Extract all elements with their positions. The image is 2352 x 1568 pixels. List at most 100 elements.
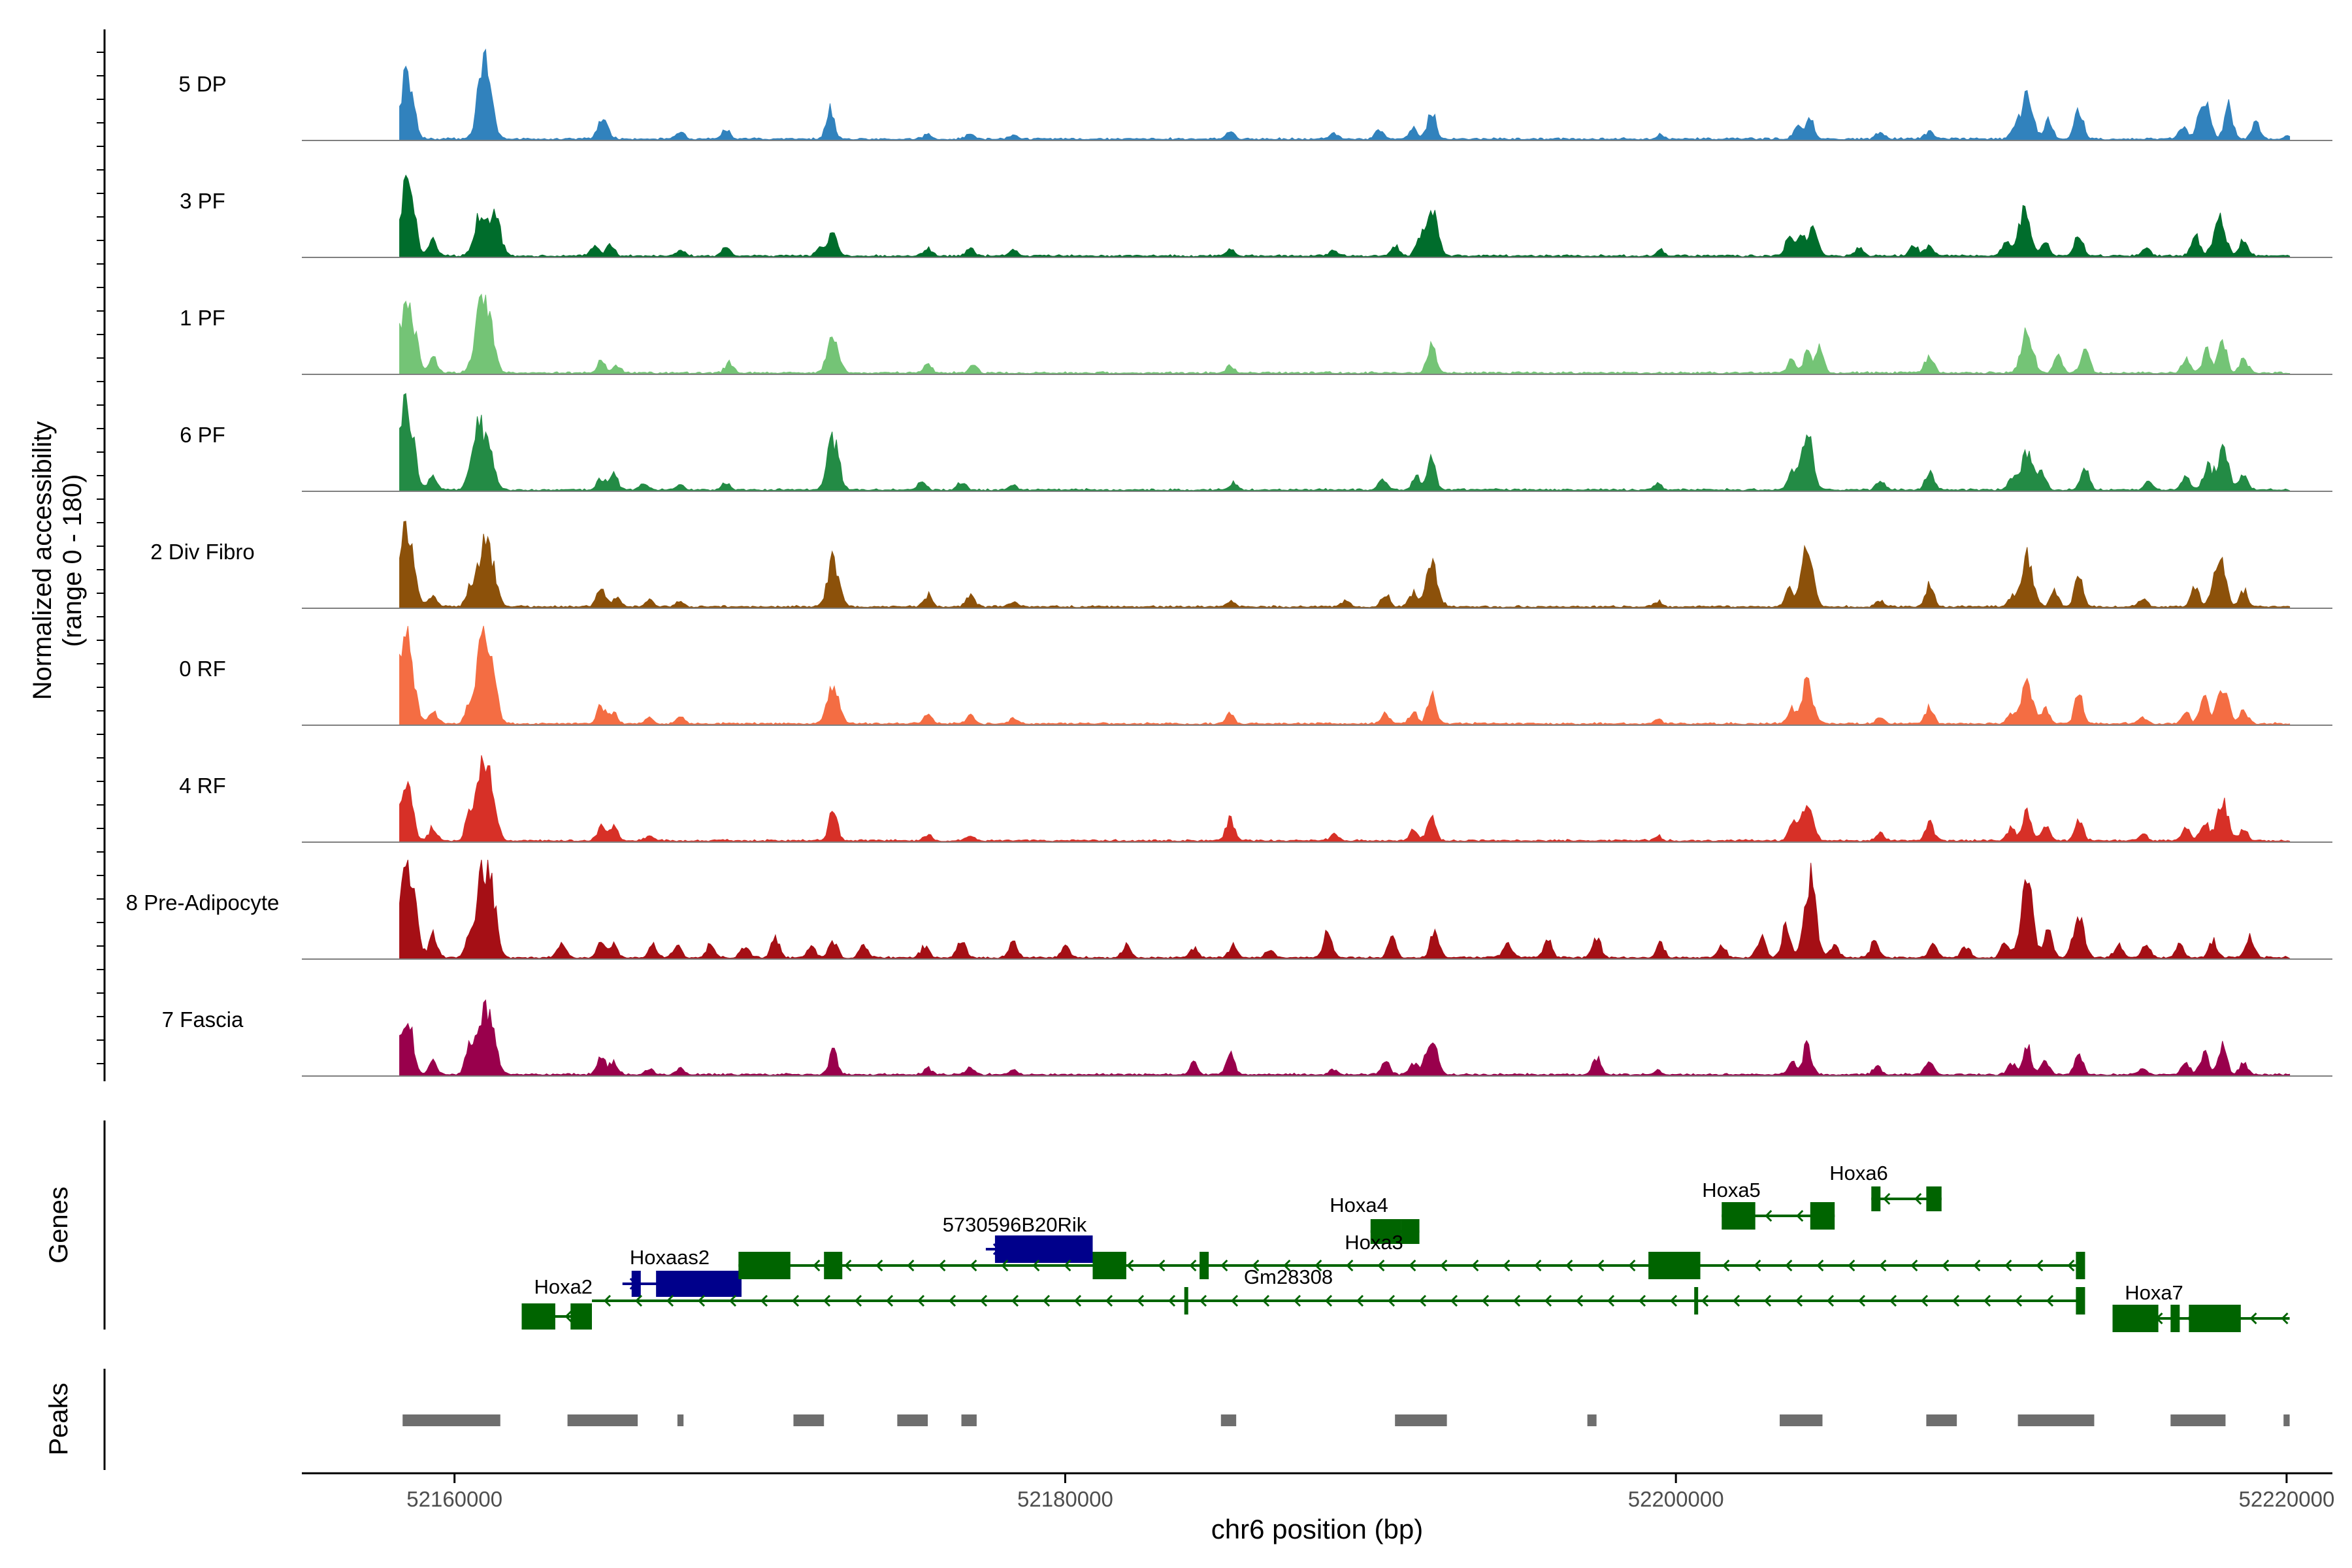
coverage-area bbox=[399, 174, 2291, 258]
strand-arrow bbox=[938, 1259, 946, 1272]
peak-region bbox=[2017, 1414, 2095, 1426]
strand-arrow bbox=[1575, 1294, 1584, 1307]
strand-arrow bbox=[970, 1259, 977, 1272]
strand-arrow bbox=[1387, 1294, 1396, 1307]
strand-arrow bbox=[1136, 1294, 1145, 1307]
strand-arrow bbox=[1220, 1259, 1228, 1272]
strand-arrow bbox=[1262, 1294, 1270, 1307]
strand-arrow bbox=[1032, 1259, 1040, 1272]
strand-arrow bbox=[1011, 1294, 1019, 1307]
strand-arrow bbox=[1168, 1294, 1176, 1307]
y-axis-label-line2: (range 0 - 180) bbox=[58, 474, 87, 647]
peaks-axis-label: Peaks bbox=[44, 1382, 73, 1455]
gene-exon bbox=[1722, 1202, 1756, 1230]
strand-arrow bbox=[1754, 1259, 1761, 1272]
strand-arrow bbox=[1973, 1259, 1981, 1272]
gene-label: Hoxa3 bbox=[1345, 1231, 1403, 1254]
coverage-area bbox=[399, 625, 2291, 726]
strand-arrow bbox=[1230, 1294, 1239, 1307]
gene-exon bbox=[1200, 1252, 1209, 1279]
coverage-area bbox=[399, 48, 2291, 141]
gene-exon bbox=[994, 1235, 1093, 1263]
strand-arrow bbox=[1440, 1259, 1448, 1272]
gene-label: 5730596B20Rik bbox=[943, 1213, 1087, 1236]
strand-arrow bbox=[907, 1259, 915, 1272]
strand-arrow bbox=[2004, 1259, 2012, 1272]
coverage-area bbox=[399, 393, 2291, 492]
track-label: 8 Pre-Adipocyte bbox=[126, 890, 280, 915]
gene-exon bbox=[1401, 1219, 1420, 1244]
strand-arrow bbox=[1158, 1259, 1166, 1272]
gene-exon bbox=[2170, 1305, 2180, 1332]
strand-arrow bbox=[1409, 1259, 1416, 1272]
strand-arrow bbox=[697, 1294, 706, 1307]
gene-label: Hoxa5 bbox=[1702, 1179, 1761, 1201]
strand-arrow bbox=[1848, 1259, 1855, 1272]
peak-region bbox=[1395, 1414, 1447, 1426]
strand-arrow bbox=[1471, 1259, 1479, 1272]
track-label: 2 Div Fibro bbox=[150, 540, 255, 564]
strand-arrow bbox=[2067, 1259, 2075, 1272]
track-label: 6 PF bbox=[180, 423, 225, 447]
coverage-area bbox=[399, 521, 2291, 609]
gene-label: Hoxa7 bbox=[2125, 1281, 2183, 1304]
gene-5730596b20rik: 5730596B20Rik bbox=[943, 1213, 1093, 1263]
gene-hoxaas2: Hoxaas2 bbox=[622, 1246, 742, 1297]
coverage-area bbox=[399, 859, 2291, 960]
strand-arrow bbox=[634, 1294, 643, 1307]
x-tick-label: 52160000 bbox=[406, 1487, 502, 1511]
strand-arrow bbox=[1199, 1294, 1207, 1307]
strand-arrow bbox=[1377, 1259, 1385, 1272]
strand-arrow bbox=[1544, 1294, 1552, 1307]
track-label: 7 Fascia bbox=[162, 1007, 244, 1032]
peaks-track bbox=[402, 1414, 2290, 1426]
strand-arrow bbox=[1073, 1294, 1082, 1307]
strand-arrow bbox=[1628, 1259, 1636, 1272]
gene-exon bbox=[1694, 1287, 1699, 1315]
track-labels: 5 DP 3 PF 1 PF 6 PF 2 Div Fibro 0 RF 4 RF 8 Pre… bbox=[126, 72, 280, 1032]
strand-arrow bbox=[564, 1310, 572, 1323]
peak-region bbox=[793, 1414, 825, 1426]
gene-hoxa7: Hoxa7 bbox=[2112, 1281, 2290, 1332]
track-label: 3 PF bbox=[180, 189, 225, 213]
strand-arrow bbox=[1512, 1294, 1521, 1307]
strand-arrow bbox=[854, 1294, 862, 1307]
gene-exon bbox=[656, 1271, 742, 1297]
strand-arrow bbox=[948, 1294, 956, 1307]
strand-arrow bbox=[603, 1294, 612, 1307]
strand-arrow bbox=[666, 1294, 674, 1307]
strand-arrow bbox=[1879, 1259, 1887, 1272]
gene-label: Hoxaas2 bbox=[630, 1246, 710, 1269]
gene-exon bbox=[1092, 1252, 1126, 1279]
track-label: 5 DP bbox=[178, 72, 226, 96]
coverage-area bbox=[399, 755, 2291, 843]
gene-label: Hoxa2 bbox=[534, 1275, 593, 1298]
gene-hoxa5: Hoxa5 bbox=[1702, 1179, 1835, 1230]
x-axis-label: chr6 position (bp) bbox=[1211, 1514, 1424, 1544]
gene-hoxa3: Hoxa3 bbox=[738, 1231, 2085, 1279]
x-tick-label: 52180000 bbox=[1017, 1487, 1113, 1511]
strand-arrow bbox=[1889, 1294, 1897, 1307]
strand-arrow bbox=[728, 1294, 737, 1307]
peak-region bbox=[402, 1414, 500, 1426]
strand-arrow bbox=[1283, 1259, 1291, 1272]
gene-hoxa2: Hoxa2 bbox=[521, 1275, 593, 1330]
strand-arrow bbox=[1701, 1294, 1709, 1307]
strand-arrow bbox=[1324, 1294, 1333, 1307]
peak-region bbox=[567, 1414, 638, 1426]
strand-arrow bbox=[1042, 1294, 1051, 1307]
gene-exon bbox=[824, 1252, 843, 1279]
strand-arrow bbox=[760, 1294, 768, 1307]
axes: 52160000 52180000 52200000 52220000 bbox=[97, 29, 2334, 1511]
peak-region bbox=[961, 1414, 977, 1426]
strand-arrow bbox=[1418, 1294, 1427, 1307]
strand-arrow bbox=[2014, 1294, 2023, 1307]
gene-gm28308: Gm28308 bbox=[592, 1266, 2085, 1315]
strand-arrow bbox=[917, 1294, 925, 1307]
gene-exon bbox=[1871, 1186, 1881, 1211]
track-label: 1 PF bbox=[180, 306, 225, 330]
gene-exon bbox=[1810, 1202, 1835, 1230]
strand-arrow bbox=[1450, 1294, 1458, 1307]
strand-arrow bbox=[1105, 1294, 1113, 1307]
